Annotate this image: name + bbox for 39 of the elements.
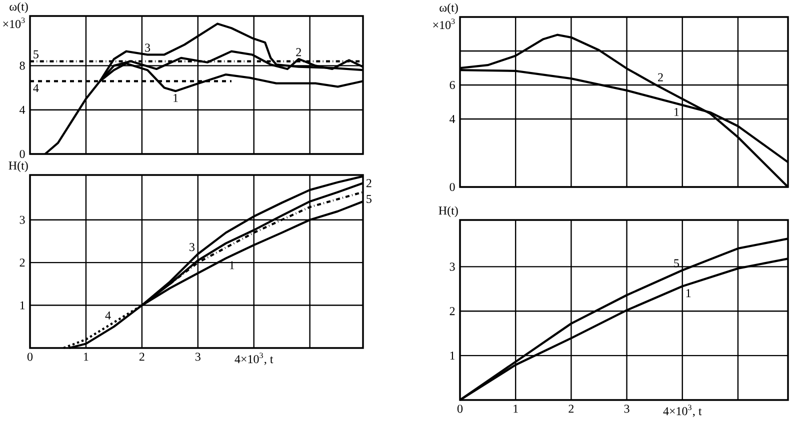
x-tick-label: 4×10$^{3}$, t	[234, 352, 274, 365]
series-label: 2	[296, 48, 301, 56]
x-tick-label: 1	[84, 352, 88, 361]
y-tick-label: 2	[20, 258, 25, 267]
y-axis-title: ω(t)	[10, 2, 28, 14]
x-tick-label: 2	[568, 404, 574, 413]
series-label: 2	[658, 73, 663, 82]
y-axis-title: H(t)	[8, 161, 28, 172]
series-label: 1	[174, 94, 178, 102]
x-tick-label: 0	[457, 404, 463, 413]
y-tick-label: 4	[450, 115, 456, 123]
y-tick-label: 3	[20, 216, 25, 224]
x-tick-label: 2	[139, 352, 144, 361]
x-tick-label: 3	[195, 352, 200, 361]
text: ×10$^{3}$	[3, 18, 25, 28]
series-label: 5	[34, 50, 38, 58]
x-tick-label: 4×10$^{3}$, t	[663, 404, 702, 417]
y-tick-label: 6	[450, 80, 455, 90]
y-tick-label: 3	[450, 262, 455, 271]
series-label: 3	[190, 243, 195, 252]
series-label: 1	[674, 108, 679, 116]
series-label: 4	[33, 84, 39, 92]
y-axis-title: ω(t)	[440, 3, 458, 14]
series-label: 2	[366, 179, 372, 188]
series-label: 4	[105, 312, 111, 320]
x-tick-label: 1	[514, 404, 518, 413]
y-tick-label: 4	[20, 106, 26, 114]
y-tick-label: 0	[450, 182, 455, 192]
y-tick-label: 2	[450, 307, 455, 316]
y-tick-label: 8	[20, 62, 25, 70]
series-label: 1	[686, 289, 691, 298]
series-label: 5	[366, 195, 372, 203]
series-label: 3	[145, 44, 150, 52]
y-tick-label: 0	[20, 150, 25, 158]
y-axis-title: H(t)	[438, 206, 458, 218]
x-tick-label: 3	[624, 404, 630, 413]
y-tick-label: 1	[20, 301, 25, 310]
x-tick-label: 0	[27, 352, 33, 361]
text: ×10$^{3}$	[433, 18, 455, 30]
